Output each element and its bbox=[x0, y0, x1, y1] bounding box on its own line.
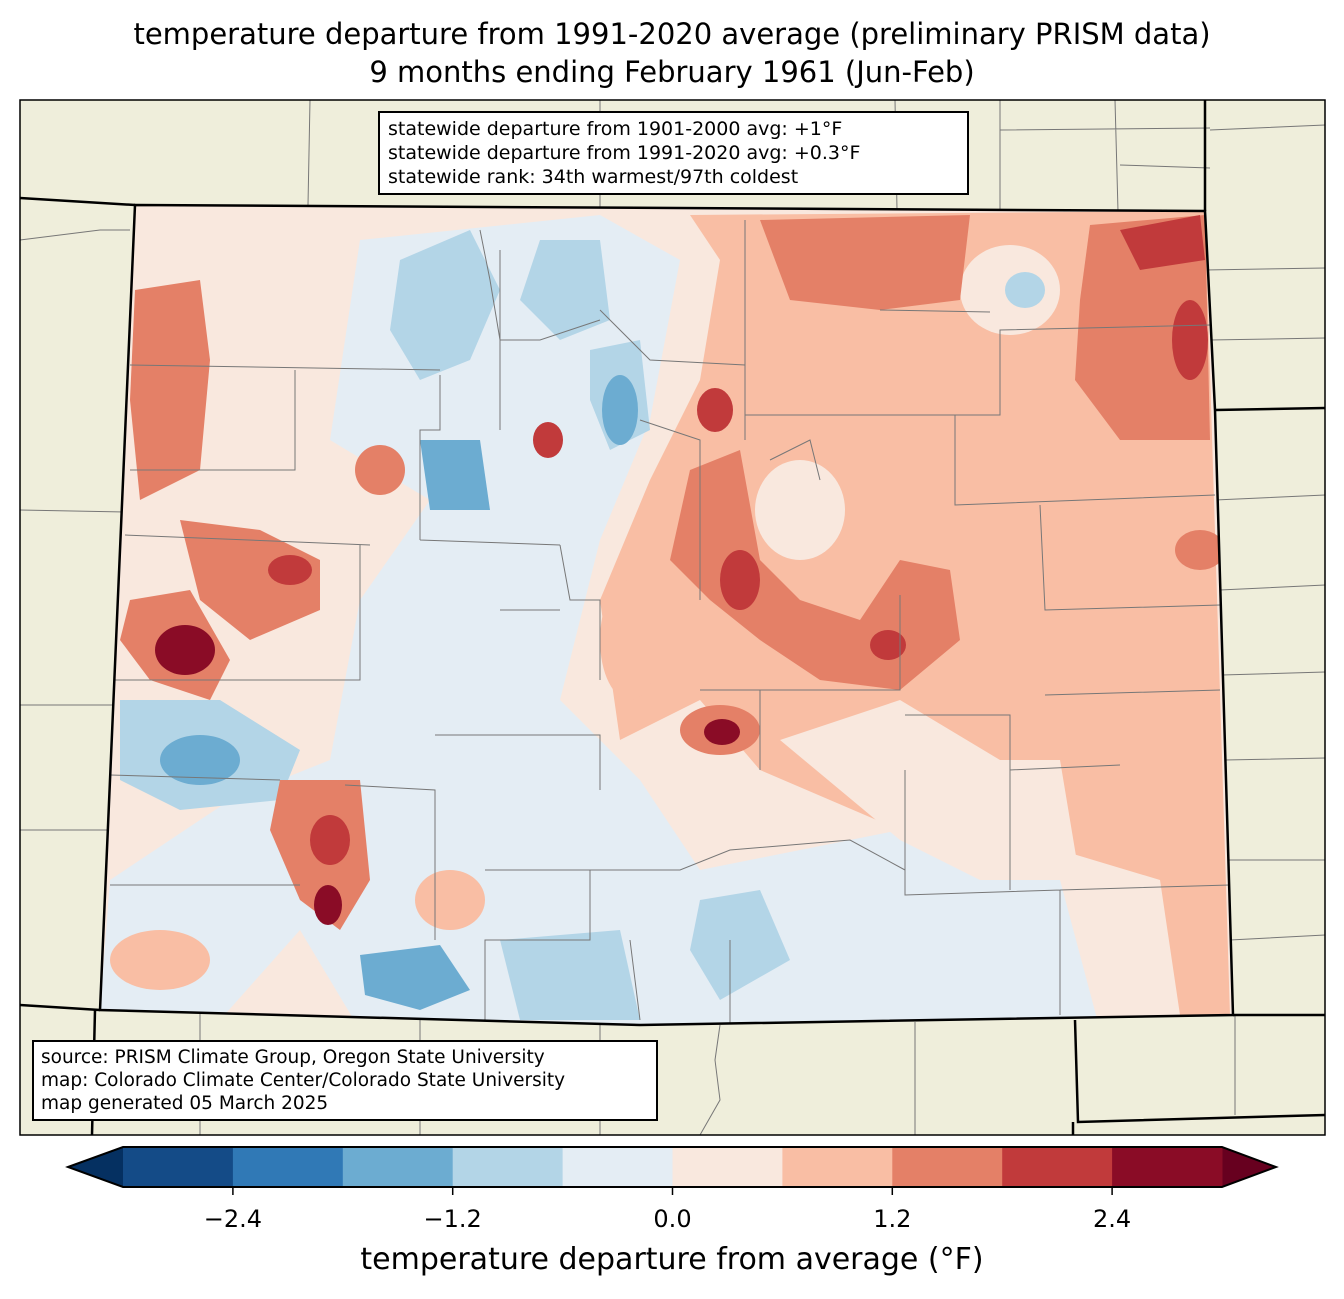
map-title: temperature departure from 1991-2020 ave… bbox=[133, 17, 1211, 51]
statewide-stats-box: statewide departure from 1901-2000 avg: … bbox=[378, 111, 969, 195]
colorbar-tick-label: −2.4 bbox=[203, 1205, 263, 1233]
colorbar-bin bbox=[232, 1147, 344, 1187]
colorbar-under-arrow bbox=[68, 1147, 123, 1187]
colorbar-tick-label: 0.0 bbox=[653, 1205, 692, 1233]
generated-date-line: map generated 05 March 2025 bbox=[41, 1093, 329, 1114]
colorbar-bin bbox=[892, 1147, 1003, 1187]
temperature-field bbox=[100, 205, 1233, 1025]
colorbar-label: temperature departure from average (°F) bbox=[360, 1242, 984, 1277]
source-line: source: PRISM Climate Group, Oregon Stat… bbox=[41, 1047, 545, 1068]
colorbar-bin bbox=[123, 1147, 234, 1187]
map-credit-line: map: Colorado Climate Center/Colorado St… bbox=[41, 1070, 566, 1091]
colorbar-bin bbox=[672, 1147, 783, 1187]
colorbar-bin bbox=[342, 1147, 454, 1187]
county-lines bbox=[109, 220, 1231, 1025]
colorbar-bin bbox=[452, 1147, 564, 1187]
stat-departure-1991-2020: statewide departure from 1991-2020 avg: … bbox=[388, 142, 861, 164]
colorbar-tick-label: 1.2 bbox=[873, 1205, 912, 1233]
colorbar-tick-label: −1.2 bbox=[423, 1205, 482, 1233]
map-subtitle: 9 months ending February 1961 (Jun-Feb) bbox=[369, 55, 975, 89]
colorbar-over-arrow bbox=[1222, 1147, 1276, 1187]
stat-departure-1901-2000: statewide departure from 1901-2000 avg: … bbox=[388, 118, 843, 140]
colorbar-bin bbox=[782, 1147, 893, 1187]
colorbar-bin bbox=[1002, 1147, 1113, 1187]
colorbar-bin bbox=[562, 1147, 673, 1187]
map-frame bbox=[19, 99, 1326, 1136]
source-box: source: PRISM Climate Group, Oregon Stat… bbox=[32, 1040, 658, 1121]
colorbar-tick-label: 2.4 bbox=[1093, 1205, 1132, 1233]
stat-rank: statewide rank: 34th warmest/97th coldes… bbox=[388, 166, 799, 188]
colorbar-bin bbox=[1112, 1147, 1223, 1187]
colorbar bbox=[65, 1146, 1279, 1195]
colorbar-outline bbox=[65, 1146, 1279, 1188]
